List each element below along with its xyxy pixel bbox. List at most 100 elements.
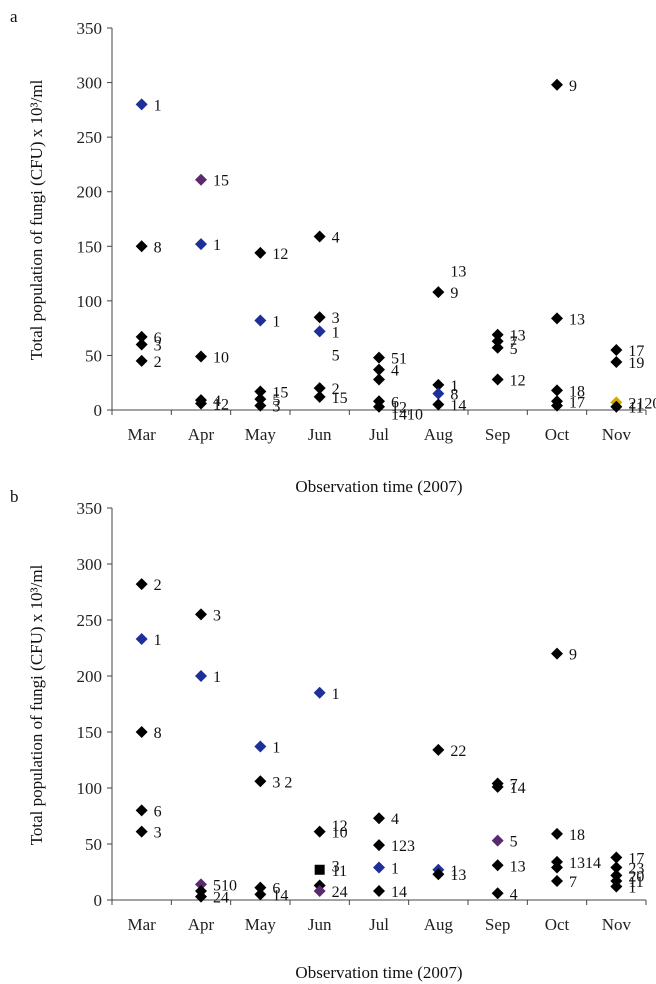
y-axis-title: Total population of fungi (CFU) x 10³/ml (27, 79, 46, 360)
data-point (135, 804, 148, 817)
data-point (551, 874, 563, 887)
data-point (254, 246, 267, 259)
y-tick-label: 150 (77, 723, 103, 742)
data-point (195, 670, 207, 682)
x-tick-label: Aug (424, 425, 454, 444)
point-label: 2 (332, 381, 340, 398)
point-label: 5 (510, 834, 518, 851)
point-label: 5 (332, 347, 340, 364)
data-point (610, 861, 623, 874)
data-point (254, 385, 267, 398)
x-tick-label: Jun (308, 915, 332, 934)
x-tick-label: Apr (188, 425, 215, 444)
data-point (551, 78, 563, 91)
point-label: 4 (332, 229, 340, 246)
point-label: 3 2 (272, 774, 292, 791)
point-label: 19 (628, 355, 644, 372)
point-label: 12 (391, 400, 407, 417)
data-point (195, 890, 207, 903)
point-label: 12 (510, 372, 526, 389)
point-label: 1314 (569, 855, 601, 872)
x-tick-label: Oct (545, 425, 570, 444)
point-label: 2 (154, 354, 162, 371)
data-point (313, 686, 326, 699)
data-point (254, 399, 267, 412)
point-label: 20 (628, 868, 644, 885)
data-point (135, 726, 148, 738)
data-point (551, 647, 563, 660)
data-point (551, 384, 563, 397)
data-point (313, 825, 326, 838)
data-point (491, 780, 504, 793)
point-label: 12 (272, 246, 288, 263)
point-label: 22 (450, 743, 466, 760)
data-point (373, 373, 385, 386)
data-point (551, 312, 563, 325)
data-point (551, 827, 563, 840)
data-point (254, 393, 267, 406)
point-label: 3 (154, 338, 162, 355)
y-tick-label: 350 (77, 499, 103, 518)
x-axis-title: Observation time (2007) (295, 963, 462, 982)
y-tick-label: 250 (77, 128, 103, 147)
point-label: 2 (154, 577, 162, 594)
chart-panel-a: a Total population of fungi (CFU) x 10³/… (10, 7, 656, 496)
y-tick-label: 200 (77, 183, 103, 202)
y-tick-labels: 0 50 100 150 200 250 300 350 (77, 499, 103, 910)
point-label: 15 (213, 173, 229, 190)
data-point (491, 887, 504, 900)
point-label: 9 (450, 285, 458, 302)
data-point (135, 633, 148, 646)
point-label: 1 (628, 880, 636, 897)
y-tick-label: 100 (77, 779, 103, 798)
point-label: 10 (213, 350, 229, 367)
data-point (135, 354, 148, 367)
point-label: 17 (628, 343, 644, 360)
x-tick-label: Apr (188, 915, 215, 934)
x-tick-label: Jun (308, 425, 332, 444)
y-tick-label: 0 (94, 401, 103, 420)
data-point (491, 834, 504, 847)
x-tick-label: Jul (369, 915, 389, 934)
data-point (432, 868, 445, 881)
point-label: 4 (391, 811, 399, 828)
x-tick-labels: Mar Apr May Jun Jul Aug Sep Oct Nov (128, 425, 632, 444)
point-label: 14 (450, 398, 466, 415)
data-point (373, 861, 385, 874)
point-label: 4 (391, 363, 399, 380)
data-point (373, 351, 385, 364)
y-tick-label: 250 (77, 611, 103, 630)
data-point (491, 341, 504, 354)
point-label: 14 (272, 887, 288, 904)
data-point (610, 851, 623, 864)
point-label: 17 (569, 394, 585, 411)
point-label: 17 (628, 850, 644, 867)
point-label: 1 (272, 314, 280, 331)
point-label: 13 (510, 858, 526, 875)
data-point (195, 878, 207, 891)
data-point (610, 343, 623, 356)
y-axis-title: Total population of fungi (CFU) x 10³/ml (27, 564, 46, 845)
point-label: 7 (510, 777, 518, 794)
data-point (195, 350, 207, 363)
point-label: 23 (628, 861, 644, 878)
data-point (551, 399, 563, 412)
data-point (551, 861, 563, 874)
point-label: 1 (213, 237, 221, 254)
data-point (432, 286, 445, 299)
data-point (313, 382, 326, 395)
point-label: 2120 (628, 395, 656, 412)
x-axis-title: Observation time (2007) (295, 477, 462, 496)
point-label: 1 (154, 632, 162, 649)
data-point (314, 864, 325, 875)
x-tick-label: Sep (485, 425, 511, 444)
data-point (491, 335, 504, 348)
point-label: 3 (154, 825, 162, 842)
point-label: 1 (154, 97, 162, 114)
y-tick-label: 300 (77, 555, 103, 574)
point-label: 11 (628, 874, 643, 891)
y-tick-label: 350 (77, 19, 103, 38)
point-label: 15 (332, 390, 348, 407)
data-point (313, 311, 326, 324)
point-label: 14 (391, 884, 407, 901)
